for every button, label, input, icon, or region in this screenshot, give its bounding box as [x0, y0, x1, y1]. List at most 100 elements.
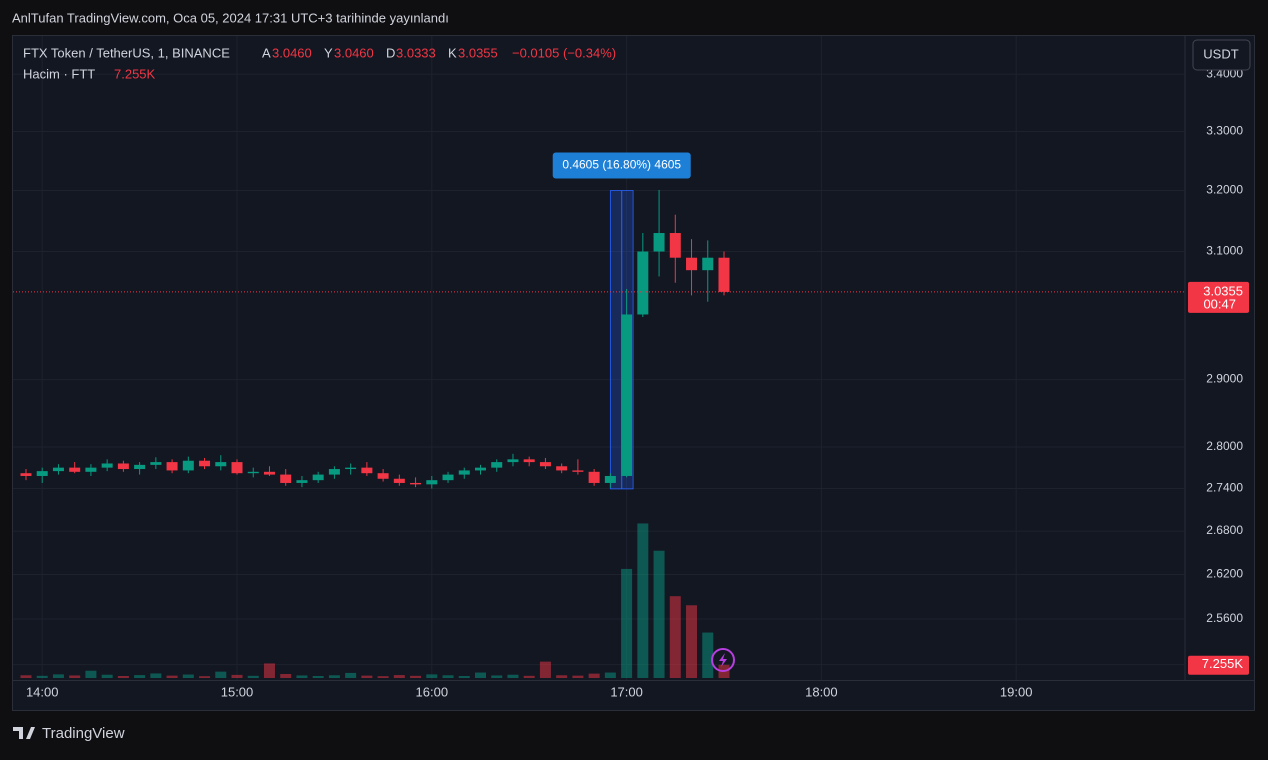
- candle-body: [686, 257, 698, 271]
- volume-bar: [507, 674, 519, 678]
- candle-body: [718, 257, 730, 292]
- candle-body: [328, 469, 340, 475]
- volume-bar: [182, 674, 194, 678]
- candle-body: [539, 462, 551, 467]
- y-tick-label: 2.5600: [1206, 611, 1243, 625]
- candle-body: [702, 257, 714, 271]
- volume-bar: [377, 676, 389, 678]
- x-tick-label: 18:00: [805, 684, 838, 699]
- countdown-label: 00:47: [1203, 296, 1236, 311]
- ohlc-value: 3.0460: [272, 45, 312, 60]
- y-tick-label: 3.1000: [1206, 244, 1243, 258]
- volume-bar: [263, 663, 275, 678]
- volume-axis-label: 7.255K: [1202, 656, 1244, 671]
- candle-body: [312, 474, 324, 481]
- volume-bar: [280, 674, 292, 678]
- currency-label[interactable]: USDT: [1203, 46, 1238, 61]
- candle-body: [637, 251, 649, 315]
- y-tick-label: 2.7400: [1206, 481, 1243, 495]
- candle-body: [491, 462, 503, 468]
- candle-body: [572, 470, 584, 472]
- volume-bar: [199, 676, 211, 678]
- ohlc-key: A: [262, 45, 271, 60]
- x-tick-label: 14:00: [26, 684, 59, 699]
- symbol-title: FTX Token / TetherUS, 1, BINANCE: [23, 45, 230, 60]
- candle-body: [296, 480, 308, 483]
- ohlc-key: Y: [324, 45, 333, 60]
- lightning-bolt: [719, 653, 727, 667]
- x-tick-label: 15:00: [221, 684, 254, 699]
- volume-bar: [247, 675, 259, 678]
- volume-bar: [702, 632, 714, 678]
- brand: TradingView: [13, 725, 125, 742]
- volume-bar: [686, 605, 698, 678]
- y-tick-label: 2.6800: [1206, 523, 1243, 537]
- candle-body: [215, 462, 227, 467]
- ohlc-value: 3.0333: [396, 45, 436, 60]
- currency-button[interactable]: [1192, 39, 1251, 71]
- candle-body: [377, 473, 389, 479]
- volume-bar: [393, 675, 405, 678]
- candle-body: [410, 482, 422, 485]
- legend: FTX Token / TetherUS, 1, BINANCE Hacim ·…: [23, 45, 616, 81]
- grid: [13, 36, 1185, 680]
- volume-bar: [458, 676, 470, 678]
- volume-bar: [117, 676, 129, 678]
- volume-bar: [637, 523, 649, 678]
- candle-body: [588, 471, 600, 483]
- candle-body: [621, 314, 633, 476]
- candle-body: [117, 463, 129, 470]
- plot: 0.4605 (16.80%) 4605: [13, 152, 1185, 678]
- volume-bar: [20, 675, 32, 678]
- volume-bar: [523, 675, 535, 678]
- ohlc-value: 3.0355: [458, 45, 498, 60]
- y-tick-label: 3.2000: [1206, 183, 1243, 197]
- candle-body: [263, 471, 275, 475]
- brand-logo: [13, 727, 35, 739]
- y-tick-label: 2.9000: [1206, 372, 1243, 386]
- y-tick-label: 2.8000: [1206, 439, 1243, 453]
- candle-body: [182, 460, 194, 471]
- candle-body: [393, 478, 405, 483]
- volume-bar: [345, 672, 357, 678]
- volume-bar: [621, 568, 633, 678]
- volume-bar: [361, 675, 373, 678]
- volume-bar: [52, 674, 64, 678]
- candle-body: [523, 459, 535, 463]
- volume-bar: [669, 596, 681, 678]
- volume-bar: [442, 675, 454, 678]
- volume-bar: [215, 671, 227, 678]
- y-tick-label: 3.3000: [1206, 124, 1243, 138]
- x-tick-label: 17:00: [610, 684, 643, 699]
- candle-body: [556, 466, 568, 471]
- volume-bar: [604, 672, 616, 678]
- measure-label-box: [552, 152, 691, 179]
- volume-bar: [69, 675, 81, 678]
- candle-body: [166, 462, 178, 471]
- volume-bar: [539, 661, 551, 678]
- candle-body: [101, 463, 113, 468]
- measure-label: 0.4605 (16.80%) 4605: [562, 158, 681, 172]
- volume-bar: [572, 675, 584, 678]
- x-tick-label: 19:00: [1000, 684, 1033, 699]
- candle-body: [134, 464, 146, 470]
- candle-body: [604, 475, 616, 483]
- volume-bar: [150, 673, 162, 678]
- volume-bar: [85, 670, 97, 678]
- volume-bar: [36, 675, 48, 678]
- candle-body: [231, 462, 243, 474]
- ohlc-key: D: [386, 45, 395, 60]
- labels: 3.40003.30003.20003.10002.90002.80002.74…: [26, 66, 1249, 699]
- ohlc-key: K: [448, 45, 457, 60]
- volume-bar: [556, 675, 568, 678]
- volume-bar: [653, 550, 665, 678]
- x-tick-label: 16:00: [416, 684, 449, 699]
- brand-name: TradingView: [42, 725, 125, 742]
- candle-body: [458, 470, 470, 475]
- candle-body: [669, 233, 681, 258]
- chart-pane: [12, 35, 1255, 711]
- lightning-icon[interactable]: [711, 648, 735, 672]
- candle-body: [507, 459, 519, 463]
